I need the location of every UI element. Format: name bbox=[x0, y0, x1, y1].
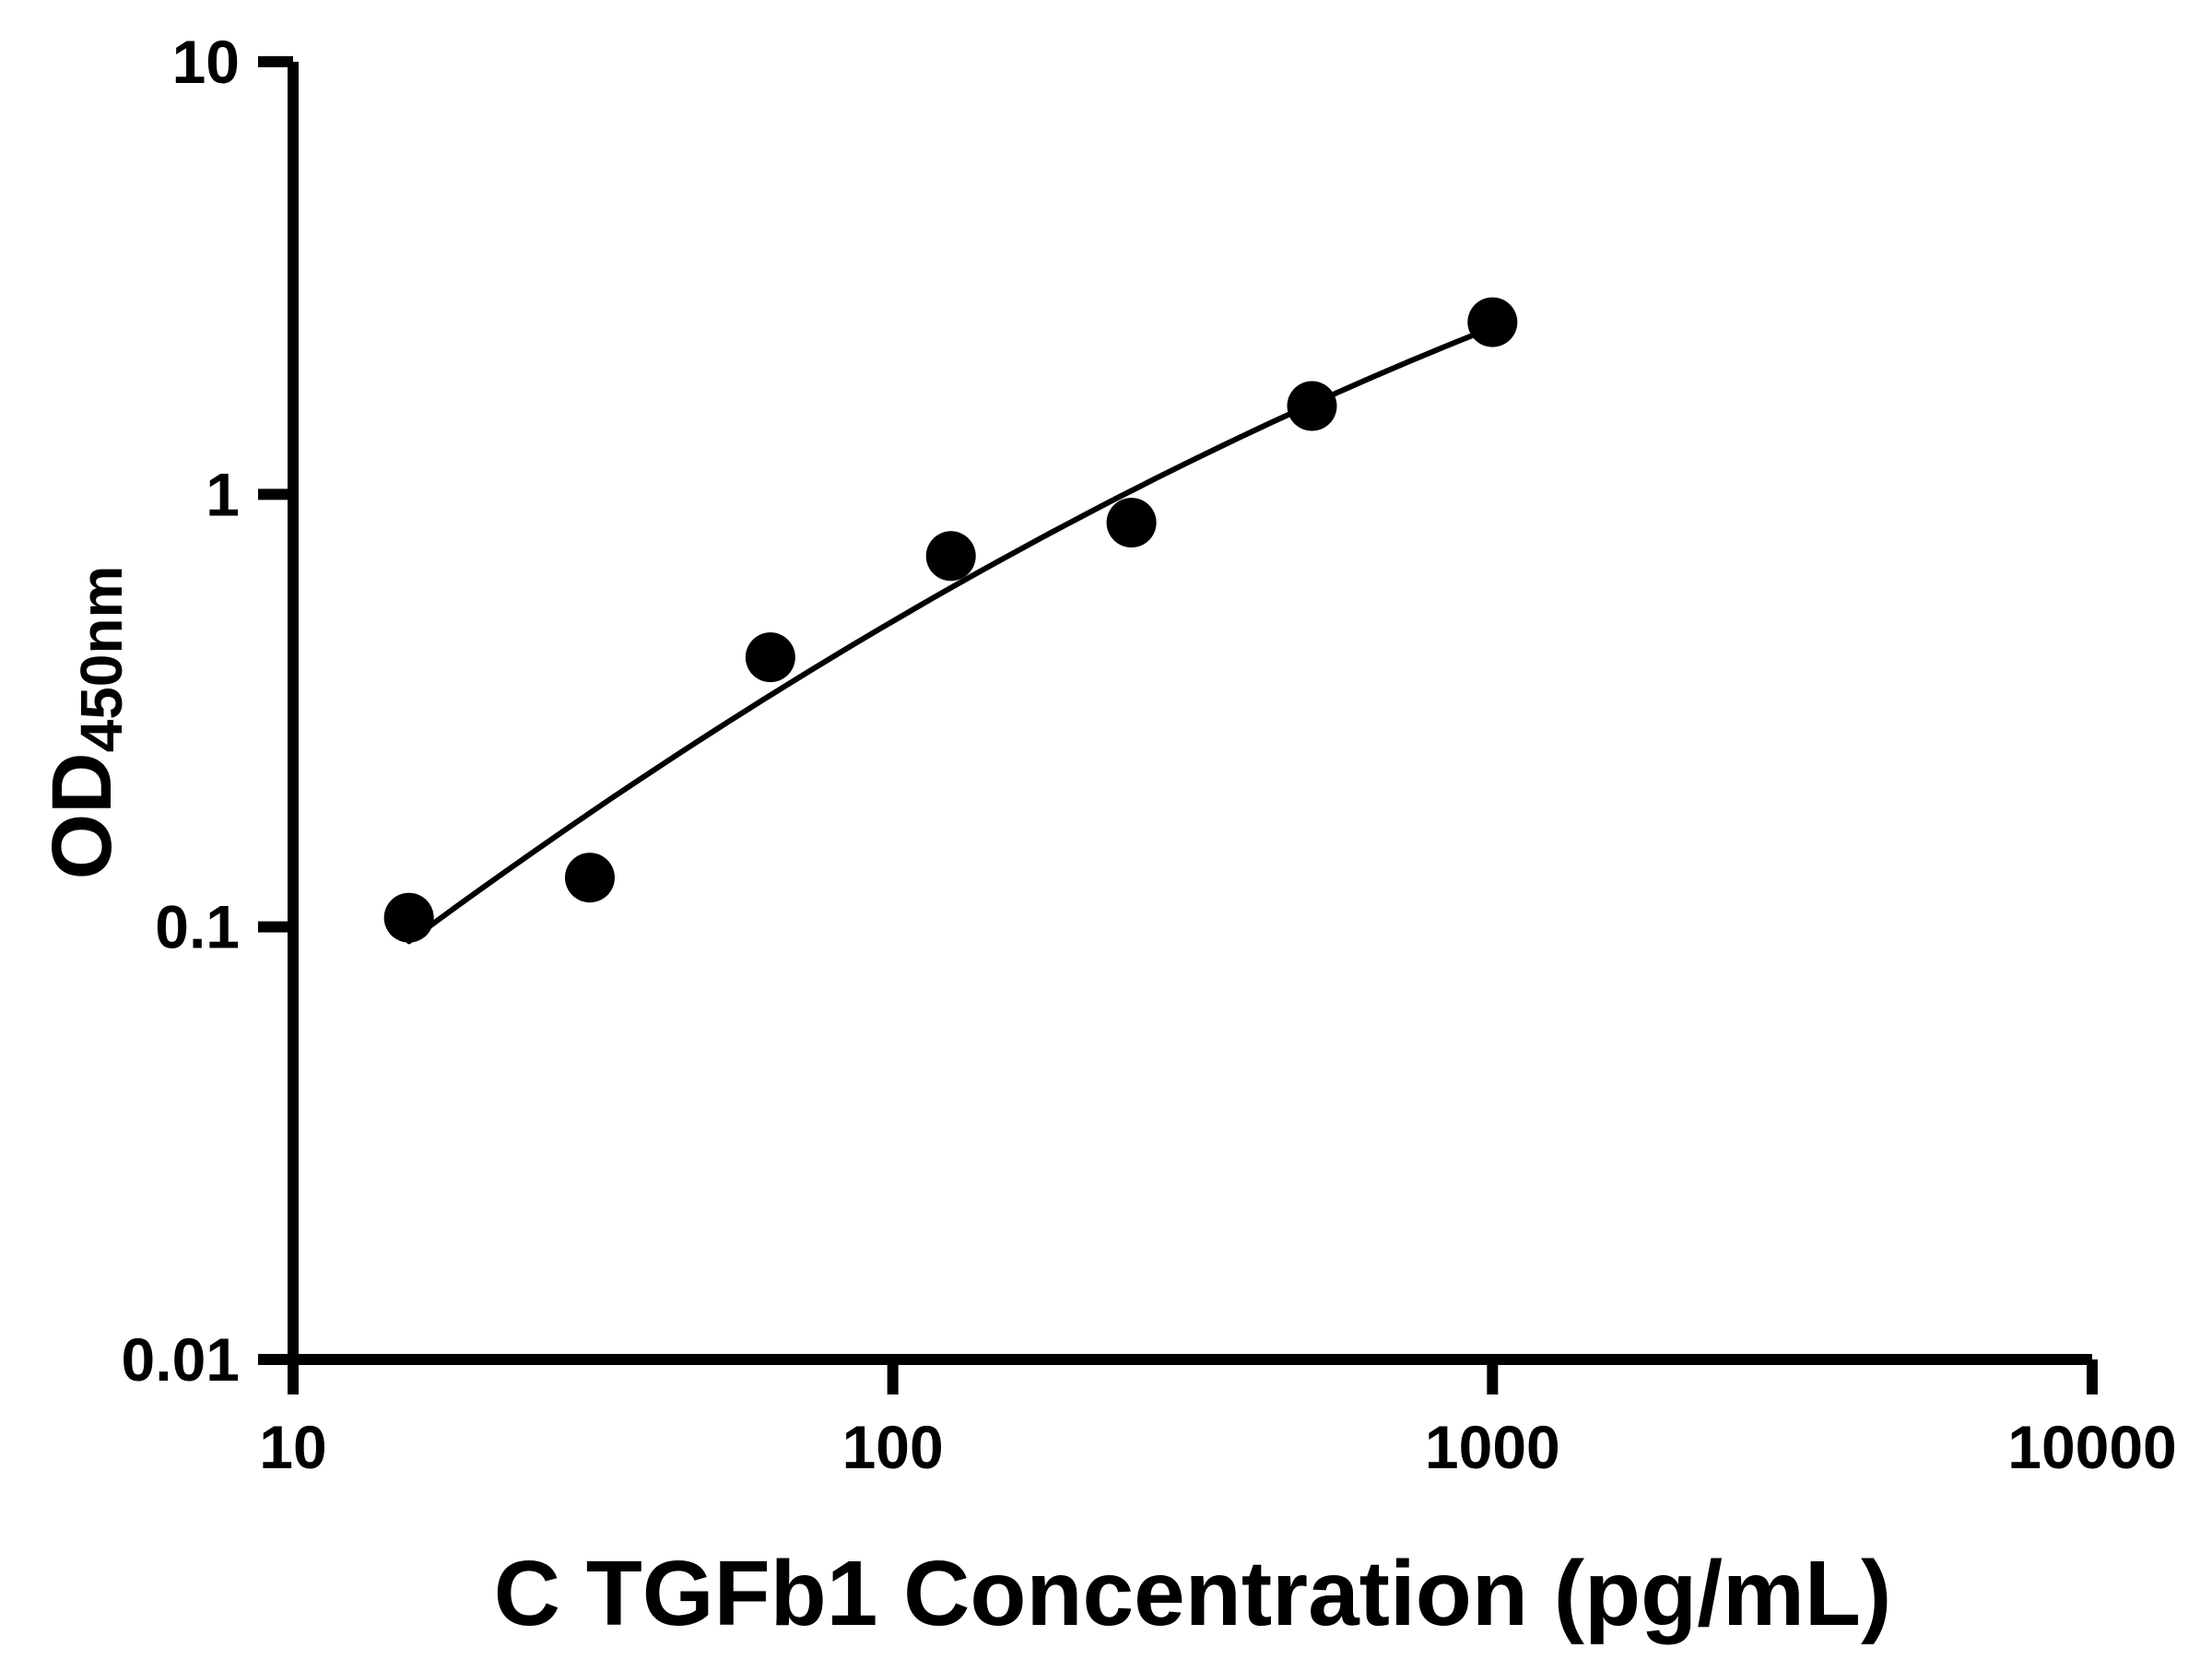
data-point bbox=[925, 531, 976, 582]
data-point bbox=[564, 853, 615, 903]
data-point bbox=[1287, 381, 1337, 431]
data-point bbox=[745, 632, 795, 683]
x-tick-label: 10000 bbox=[2007, 1413, 2177, 1481]
x-axis-title: C TGFb1 Concentration (pg/mL) bbox=[493, 1542, 1892, 1645]
y-tick-label: 10 bbox=[172, 28, 240, 96]
y-axis-title-main: OD bbox=[35, 752, 130, 880]
data-point bbox=[1106, 498, 1157, 548]
data-point bbox=[1467, 297, 1518, 347]
y-tick-label: 0.01 bbox=[122, 1325, 240, 1394]
data-point bbox=[383, 892, 434, 943]
y-tick-label: 0.1 bbox=[155, 893, 240, 961]
y-tick-label: 1 bbox=[206, 460, 240, 528]
y-axis-title: OD450nm bbox=[34, 566, 135, 880]
axes bbox=[288, 62, 2092, 1365]
x-tick-label: 1000 bbox=[1425, 1413, 1560, 1481]
x-tick-label: 10 bbox=[259, 1413, 326, 1481]
y-axis-title-sub: 450nm bbox=[67, 565, 135, 753]
x-tick-label: 100 bbox=[842, 1413, 944, 1481]
